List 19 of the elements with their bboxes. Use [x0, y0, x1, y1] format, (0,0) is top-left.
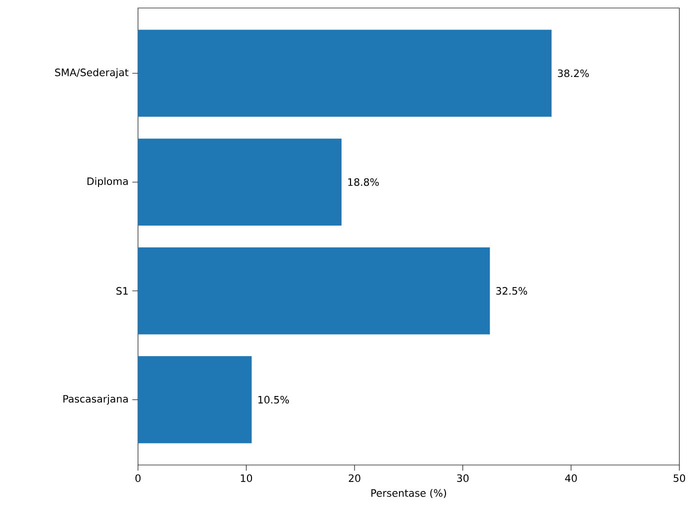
x-tick-label: 30: [457, 474, 469, 482]
data-label: 38.2%: [558, 69, 589, 78]
bar: [138, 30, 552, 117]
data-label: 32.5%: [496, 287, 528, 295]
x-tick-label: 0: [135, 474, 141, 482]
x-tick-label: 20: [348, 474, 360, 482]
x-tick-label: 50: [674, 474, 686, 482]
bar: [138, 356, 252, 444]
data-label: 10.5%: [258, 396, 289, 404]
y-tick-label: S1: [116, 287, 128, 295]
data-label: 18.8%: [348, 178, 379, 186]
bar: [138, 138, 342, 226]
x-axis-title: Persentase (%): [371, 489, 446, 498]
x-tick-label: 40: [565, 474, 577, 482]
y-tick-label: SMA/Sederajat: [55, 68, 128, 78]
bar: [138, 247, 490, 334]
x-tick-label: 10: [240, 474, 252, 482]
y-tick-label: Diploma: [88, 177, 128, 187]
y-tick-label: Pascasarjana: [63, 394, 128, 405]
